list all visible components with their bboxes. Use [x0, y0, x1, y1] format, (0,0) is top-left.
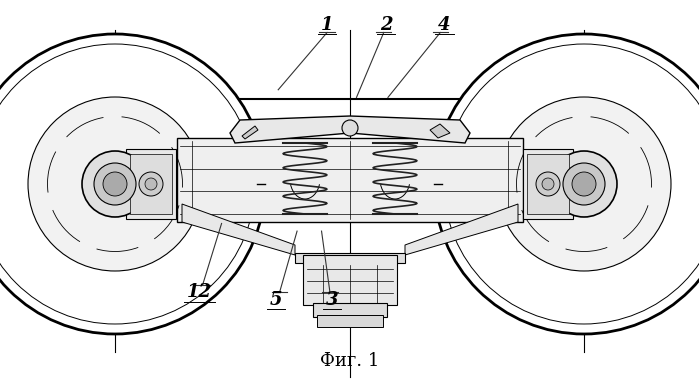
- Circle shape: [497, 97, 671, 271]
- Text: Фиг. 1: Фиг. 1: [320, 352, 379, 370]
- Circle shape: [572, 172, 596, 196]
- Circle shape: [94, 163, 136, 205]
- Bar: [177, 138, 523, 222]
- Bar: [303, 255, 397, 305]
- Bar: [523, 149, 573, 219]
- Text: 4: 4: [438, 16, 451, 34]
- Text: 1: 1: [321, 16, 333, 34]
- Text: 2: 2: [380, 16, 392, 34]
- Polygon shape: [525, 115, 549, 245]
- Circle shape: [542, 178, 554, 190]
- Circle shape: [82, 151, 148, 217]
- Circle shape: [342, 120, 358, 136]
- Polygon shape: [430, 124, 450, 138]
- Circle shape: [145, 178, 157, 190]
- Bar: [130, 154, 172, 214]
- Polygon shape: [150, 115, 175, 245]
- Bar: [527, 154, 569, 214]
- Circle shape: [0, 34, 265, 334]
- Circle shape: [103, 172, 127, 196]
- Circle shape: [139, 172, 163, 196]
- Text: 12: 12: [187, 283, 212, 301]
- Polygon shape: [242, 126, 258, 139]
- Circle shape: [551, 151, 617, 217]
- Polygon shape: [230, 116, 470, 143]
- Text: 3: 3: [326, 291, 338, 309]
- Bar: [317, 315, 383, 327]
- Polygon shape: [405, 204, 518, 255]
- Circle shape: [563, 163, 605, 205]
- Text: 5: 5: [270, 291, 282, 309]
- Circle shape: [28, 97, 202, 271]
- Circle shape: [536, 172, 560, 196]
- Polygon shape: [182, 204, 295, 255]
- Bar: [295, 253, 405, 263]
- Bar: [313, 303, 387, 317]
- Bar: [126, 149, 176, 219]
- Circle shape: [434, 34, 699, 334]
